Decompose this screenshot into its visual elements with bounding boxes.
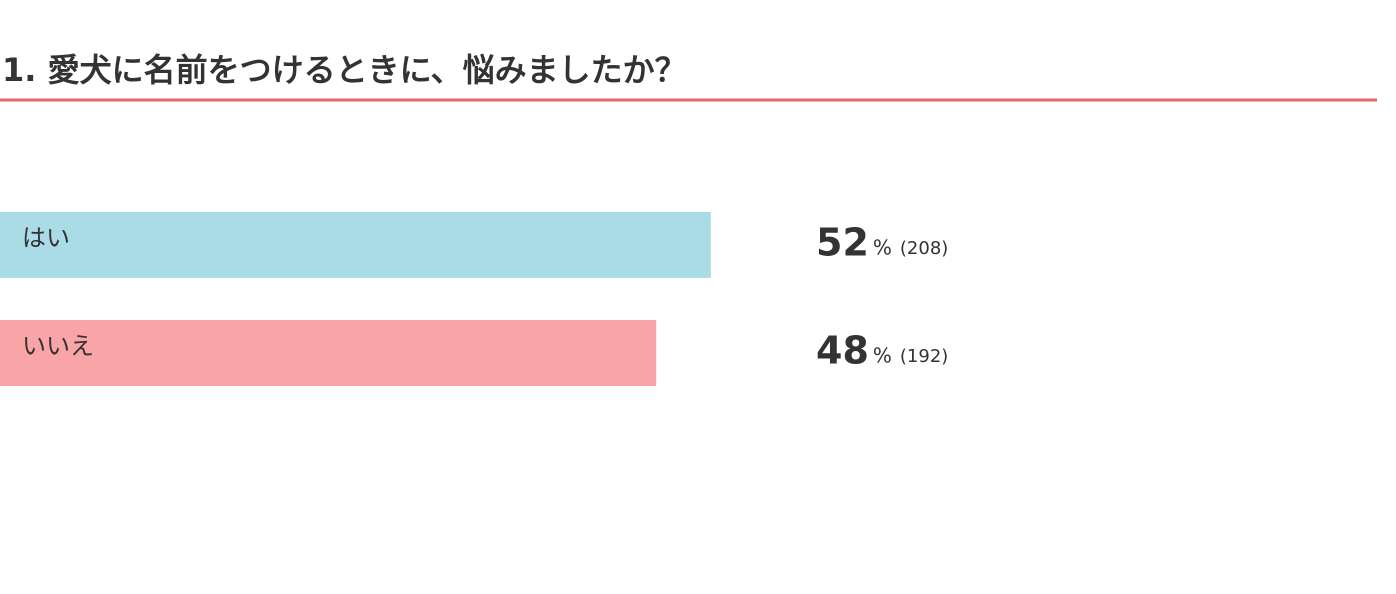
bar-label: いいえ: [22, 332, 94, 360]
count-label: (192): [900, 346, 948, 367]
value-label: 52: [816, 221, 869, 265]
bar: [0, 212, 711, 278]
chart-title: 1. 愛犬に名前をつけるときに、悩みましたか？: [2, 51, 687, 89]
value-label: 48: [816, 329, 869, 373]
value-unit: %: [873, 236, 892, 260]
bar: [0, 320, 657, 386]
value-unit: %: [873, 344, 892, 368]
count-label: (208): [900, 238, 948, 259]
bar-label: はい: [22, 224, 70, 252]
